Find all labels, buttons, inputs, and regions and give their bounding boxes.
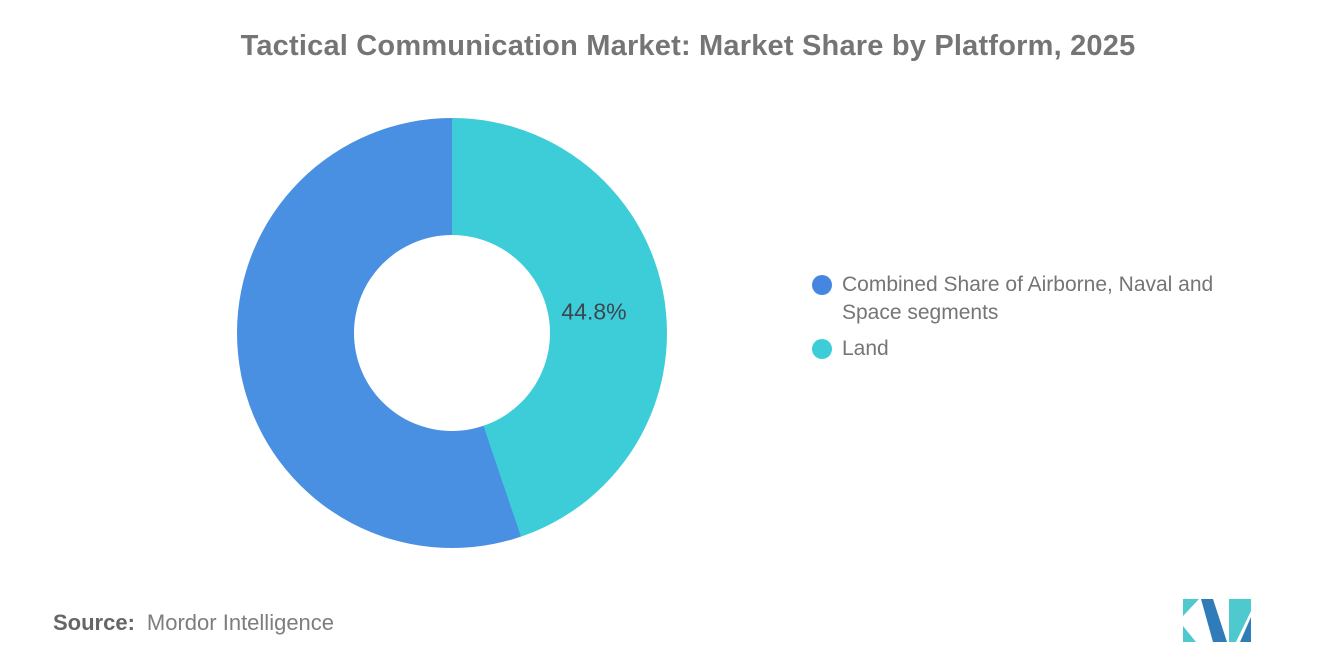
logo-teal-triangle-top-left (1183, 599, 1199, 616)
logo-blue-triangle-bottom-right (1240, 617, 1251, 642)
legend-label-combined: Combined Share of Airborne, Naval and Sp… (842, 273, 1214, 324)
donut-chart: 44.8% (237, 118, 667, 548)
legend-marker-land (812, 339, 832, 359)
source-line: Source: Mordor Intelligence (53, 610, 334, 636)
chart-legend: Combined Share of Airborne, Naval and Sp… (812, 271, 1242, 371)
slice-data-label-land: 44.8% (561, 298, 627, 325)
mordor-intelligence-logo (1183, 599, 1251, 642)
legend-marker-combined (812, 275, 832, 295)
legend-item-land: Land (812, 335, 1242, 363)
logo-teal-triangle-bottom-left (1183, 626, 1196, 642)
source-value: Mordor Intelligence (146, 610, 335, 635)
logo-blue-diagonal-band (1201, 599, 1227, 642)
donut-hole (354, 235, 550, 431)
legend-label-land: Land (842, 337, 889, 360)
legend-item-combined: Combined Share of Airborne, Naval and Sp… (812, 271, 1242, 327)
logo-teal-square (1229, 599, 1251, 642)
chart-title: Tactical Communication Market: Market Sh… (240, 30, 1136, 62)
source-label: Source: (53, 610, 135, 635)
